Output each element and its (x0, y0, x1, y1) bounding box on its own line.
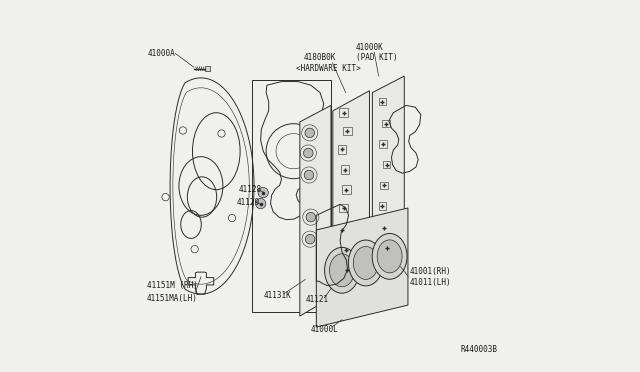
Bar (337, 225, 346, 234)
Text: 41000A: 41000A (148, 49, 175, 58)
Ellipse shape (330, 254, 355, 287)
Circle shape (304, 170, 314, 180)
Polygon shape (372, 76, 404, 287)
Circle shape (258, 187, 268, 198)
Bar (343, 126, 352, 135)
Text: 41151M (RH): 41151M (RH) (147, 281, 198, 290)
Circle shape (305, 234, 315, 244)
Circle shape (255, 198, 266, 209)
Bar (380, 182, 388, 189)
Text: 41151MA(LH): 41151MA(LH) (147, 294, 198, 303)
Polygon shape (205, 66, 211, 71)
Ellipse shape (353, 247, 378, 279)
Bar (383, 161, 390, 169)
Bar (379, 98, 386, 105)
Polygon shape (300, 105, 331, 316)
Ellipse shape (348, 240, 383, 286)
Bar (343, 266, 352, 275)
Polygon shape (316, 208, 408, 327)
Text: 41000K: 41000K (356, 43, 383, 52)
Circle shape (305, 128, 314, 138)
Bar (340, 165, 349, 174)
Circle shape (303, 148, 313, 158)
Bar (382, 120, 390, 127)
Bar (341, 246, 350, 254)
Text: 41011(LH): 41011(LH) (410, 278, 451, 286)
Ellipse shape (372, 234, 407, 279)
Polygon shape (333, 91, 369, 312)
Text: 41128: 41128 (239, 185, 262, 194)
Text: (PAD KIT): (PAD KIT) (356, 52, 397, 61)
Text: 41131K: 41131K (263, 291, 291, 301)
Ellipse shape (377, 240, 402, 273)
Text: <HARDWARE KIT>: <HARDWARE KIT> (296, 64, 360, 73)
Bar (380, 224, 388, 232)
Bar (342, 185, 351, 194)
Text: R440003B: R440003B (461, 345, 498, 354)
Bar (337, 145, 346, 154)
Bar (339, 108, 348, 117)
Text: 41000L: 41000L (311, 325, 339, 334)
Ellipse shape (324, 247, 360, 293)
Text: 41121: 41121 (305, 295, 328, 304)
Text: 41001(RH): 41001(RH) (410, 266, 451, 276)
Circle shape (306, 212, 316, 222)
Bar (339, 203, 348, 212)
Text: 41129: 41129 (236, 198, 260, 207)
Bar (380, 140, 387, 148)
Bar (383, 245, 390, 252)
Bar (379, 202, 386, 210)
Text: 4180B0K: 4180B0K (304, 53, 336, 62)
